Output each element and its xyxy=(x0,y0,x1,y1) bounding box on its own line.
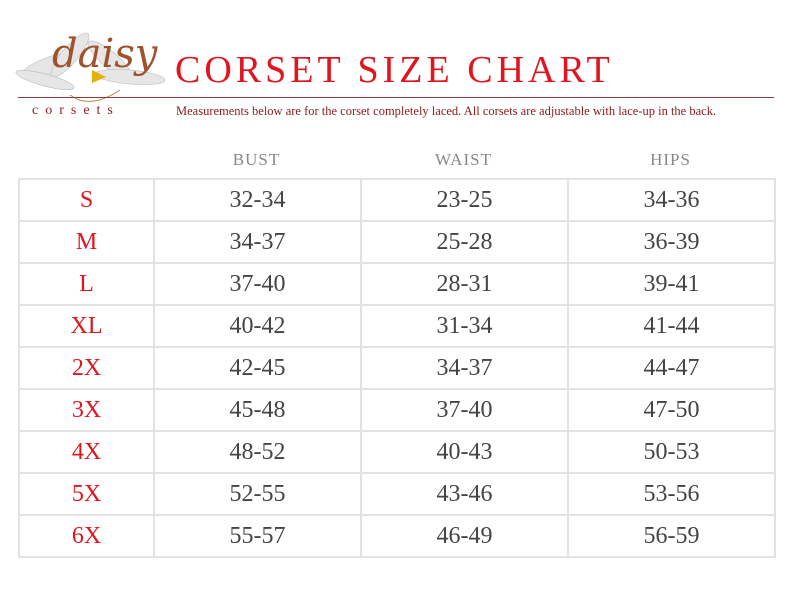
bust-cell: 42-45 xyxy=(153,346,362,390)
hips-cell: 34-36 xyxy=(567,178,776,222)
size-cell: 3X xyxy=(18,388,155,432)
table-row: 2X 42-45 34-37 44-47 xyxy=(18,346,776,390)
waist-cell: 31-34 xyxy=(360,304,569,348)
waist-cell: 40-43 xyxy=(360,430,569,474)
hips-cell: 53-56 xyxy=(567,472,776,516)
hips-cell: 44-47 xyxy=(567,346,776,390)
size-cell: 6X xyxy=(18,514,155,558)
hips-cell: 39-41 xyxy=(567,262,776,306)
daisy-flower-icon xyxy=(15,32,166,102)
divider xyxy=(18,97,774,98)
bust-cell: 32-34 xyxy=(153,178,362,222)
page-title: CORSET SIZE CHART xyxy=(175,49,614,91)
table-row: L 37-40 28-31 39-41 xyxy=(18,262,776,306)
hips-cell: 36-39 xyxy=(567,220,776,264)
logo-subtitle: corsets xyxy=(32,103,120,118)
table-row: S 32-34 23-25 34-36 xyxy=(18,178,776,222)
waist-cell: 43-46 xyxy=(360,472,569,516)
bust-cell: 55-57 xyxy=(153,514,362,558)
page-subtitle: Measurements below are for the corset co… xyxy=(176,104,717,118)
table-row: XL 40-42 31-34 41-44 xyxy=(18,304,776,348)
size-cell: L xyxy=(18,262,155,306)
bust-cell: 40-42 xyxy=(153,304,362,348)
logo-wordmark: daisy xyxy=(52,31,158,77)
hips-cell: 56-59 xyxy=(567,514,776,558)
waist-cell: 37-40 xyxy=(360,388,569,432)
waist-cell: 34-37 xyxy=(360,346,569,390)
table-row: 6X 55-57 46-49 56-59 xyxy=(18,514,776,558)
table-row: 3X 45-48 37-40 47-50 xyxy=(18,388,776,432)
table-row: 4X 48-52 40-43 50-53 xyxy=(18,430,776,474)
column-header-hips: HIPS xyxy=(650,150,691,169)
hips-cell: 47-50 xyxy=(567,388,776,432)
bust-cell: 45-48 xyxy=(153,388,362,432)
size-cell: 5X xyxy=(18,472,155,516)
column-header-waist: WAIST xyxy=(435,150,492,169)
bust-cell: 37-40 xyxy=(153,262,362,306)
hips-cell: 50-53 xyxy=(567,430,776,474)
hips-cell: 41-44 xyxy=(567,304,776,348)
table-row: 5X 52-55 43-46 53-56 xyxy=(18,472,776,516)
size-cell: 2X xyxy=(18,346,155,390)
size-table: S 32-34 23-25 34-36 M 34-37 25-28 36-39 L 37-40 28… xyxy=(18,178,776,558)
size-cell: XL xyxy=(18,304,155,348)
column-header-bust: BUST xyxy=(232,150,281,169)
daisy-corsets-logo: daisy xyxy=(10,15,170,120)
waist-cell: 25-28 xyxy=(360,220,569,264)
size-cell: S xyxy=(18,178,155,222)
bust-cell: 52-55 xyxy=(153,472,362,516)
waist-cell: 23-25 xyxy=(360,178,569,222)
table-row: M 34-37 25-28 36-39 xyxy=(18,220,776,264)
waist-cell: 46-49 xyxy=(360,514,569,558)
bust-cell: 34-37 xyxy=(153,220,362,264)
size-cell: 4X xyxy=(18,430,155,474)
size-cell: M xyxy=(18,220,155,264)
bust-cell: 48-52 xyxy=(153,430,362,474)
waist-cell: 28-31 xyxy=(360,262,569,306)
